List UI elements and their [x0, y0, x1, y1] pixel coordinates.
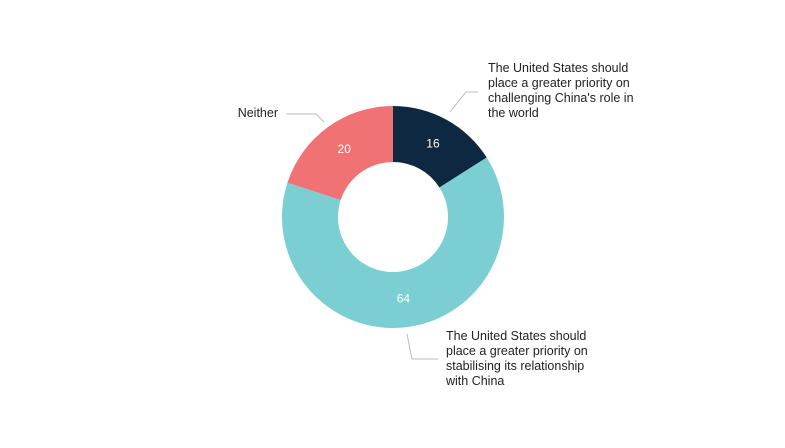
leader-line	[286, 113, 325, 123]
category-label: The United States should place a greater…	[488, 61, 634, 120]
donut-segment	[282, 157, 505, 328]
value-label: 64	[397, 292, 411, 306]
value-label: 16	[426, 136, 440, 150]
category-label: The United States should place a greater…	[446, 329, 588, 388]
value-label: 20	[338, 142, 352, 156]
leader-line	[449, 91, 478, 113]
donut-segment	[393, 106, 487, 188]
category-label: Neither	[237, 106, 278, 120]
donut-segment	[287, 106, 393, 201]
leader-line	[406, 333, 438, 360]
